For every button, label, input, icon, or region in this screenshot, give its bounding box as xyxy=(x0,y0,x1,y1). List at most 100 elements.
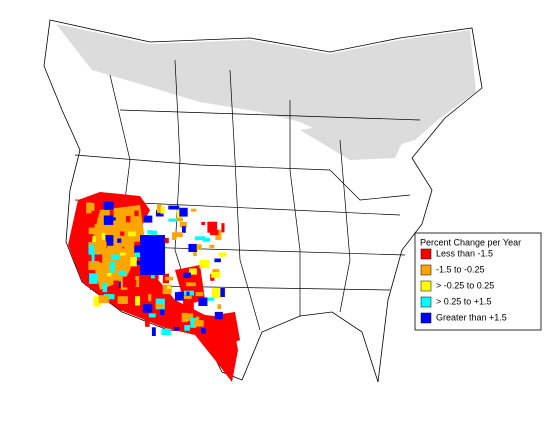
range-patch xyxy=(140,235,165,275)
range-patch xyxy=(194,320,204,327)
legend-label: > 0.25 to +1.5 xyxy=(436,296,492,306)
range-patch xyxy=(184,325,190,331)
range-patch xyxy=(201,328,206,334)
range-patch xyxy=(172,233,177,240)
range-patch xyxy=(100,264,105,274)
range-patch xyxy=(98,295,110,304)
range-patch xyxy=(101,233,106,240)
range-patch xyxy=(142,304,153,313)
range-patch xyxy=(190,317,197,328)
range-patch xyxy=(191,208,197,212)
range-patch xyxy=(87,203,95,211)
range-patch xyxy=(182,226,186,233)
range-patch xyxy=(135,276,140,287)
range-patch xyxy=(117,296,128,304)
range-patch xyxy=(164,237,169,244)
range-patch xyxy=(93,296,101,307)
range-patch xyxy=(168,205,180,210)
range-patch xyxy=(160,206,165,214)
range-patch xyxy=(212,269,220,273)
range-patch xyxy=(151,327,156,336)
range-patch xyxy=(195,292,204,297)
range-patch xyxy=(162,284,172,295)
range-patch xyxy=(109,209,114,217)
range-patch xyxy=(98,241,107,249)
range-patch xyxy=(144,215,153,223)
range-patch xyxy=(88,261,99,271)
range-patch xyxy=(103,201,114,210)
range-patch xyxy=(203,297,215,301)
legend-swatch xyxy=(420,248,432,260)
range-patch xyxy=(120,252,126,256)
range-patch xyxy=(174,327,180,331)
range-patch xyxy=(199,259,210,269)
range-patch xyxy=(220,288,225,297)
range-patch xyxy=(135,296,140,306)
range-patch xyxy=(201,221,205,226)
range-patch xyxy=(183,299,194,309)
range-patch xyxy=(196,244,202,250)
range-patch xyxy=(122,276,128,288)
legend-label: > -0.25 to 0.25 xyxy=(436,280,494,290)
range-patch xyxy=(211,272,221,278)
range-patch xyxy=(88,227,100,235)
range-patch xyxy=(172,232,183,238)
range-patch xyxy=(120,231,125,236)
range-patch xyxy=(161,328,171,336)
legend-label: Greater than +1.5 xyxy=(436,312,507,322)
range-patch xyxy=(183,272,191,278)
range-patch xyxy=(102,282,108,293)
range-patch xyxy=(99,252,106,256)
range-patch xyxy=(88,244,95,255)
range-patch xyxy=(118,270,126,276)
range-patch xyxy=(103,294,115,300)
range-patch xyxy=(119,248,128,253)
range-patch xyxy=(134,252,145,258)
legend-title: Percent Change per Year xyxy=(420,237,521,247)
range-patch xyxy=(97,218,108,228)
legend-swatch xyxy=(420,264,432,276)
range-patch xyxy=(107,272,112,277)
range-patch xyxy=(107,217,116,221)
range-patch xyxy=(221,223,225,233)
range-patch xyxy=(218,252,227,257)
range-patch xyxy=(155,303,164,309)
range-patch xyxy=(209,244,215,249)
range-patch xyxy=(117,238,122,243)
range-patch xyxy=(89,273,98,284)
range-patches xyxy=(68,192,240,382)
range-patch xyxy=(123,263,128,272)
range-patch xyxy=(179,207,188,217)
range-patch xyxy=(119,215,123,221)
range-patch xyxy=(184,313,194,321)
range-patch xyxy=(147,230,153,235)
range-patch xyxy=(216,326,224,337)
range-patch xyxy=(189,268,197,275)
range-patch xyxy=(186,282,196,287)
range-patch xyxy=(165,276,174,281)
range-patch xyxy=(134,245,144,253)
range-patch xyxy=(217,304,222,309)
range-patch xyxy=(130,266,139,276)
range-patch xyxy=(214,311,223,320)
range-patch xyxy=(92,236,96,243)
legend-label: -1.5 to -0.25 xyxy=(436,264,485,274)
range-patch xyxy=(128,231,136,237)
range-patch xyxy=(214,323,220,329)
range-patch xyxy=(148,294,152,302)
range-patch xyxy=(188,243,198,252)
range-patch xyxy=(179,221,187,228)
range-patch xyxy=(186,291,190,296)
range-patch xyxy=(103,235,114,246)
range-patch xyxy=(124,244,133,252)
range-patch xyxy=(181,295,192,299)
legend-box xyxy=(414,232,542,331)
range-patch xyxy=(148,313,156,318)
range-patch xyxy=(160,308,165,315)
range-patch xyxy=(210,229,219,236)
range-patch xyxy=(195,236,206,241)
range-patch xyxy=(211,288,223,299)
range-patch xyxy=(207,221,218,233)
range-patch xyxy=(94,254,103,263)
legend-swatch xyxy=(420,280,432,292)
